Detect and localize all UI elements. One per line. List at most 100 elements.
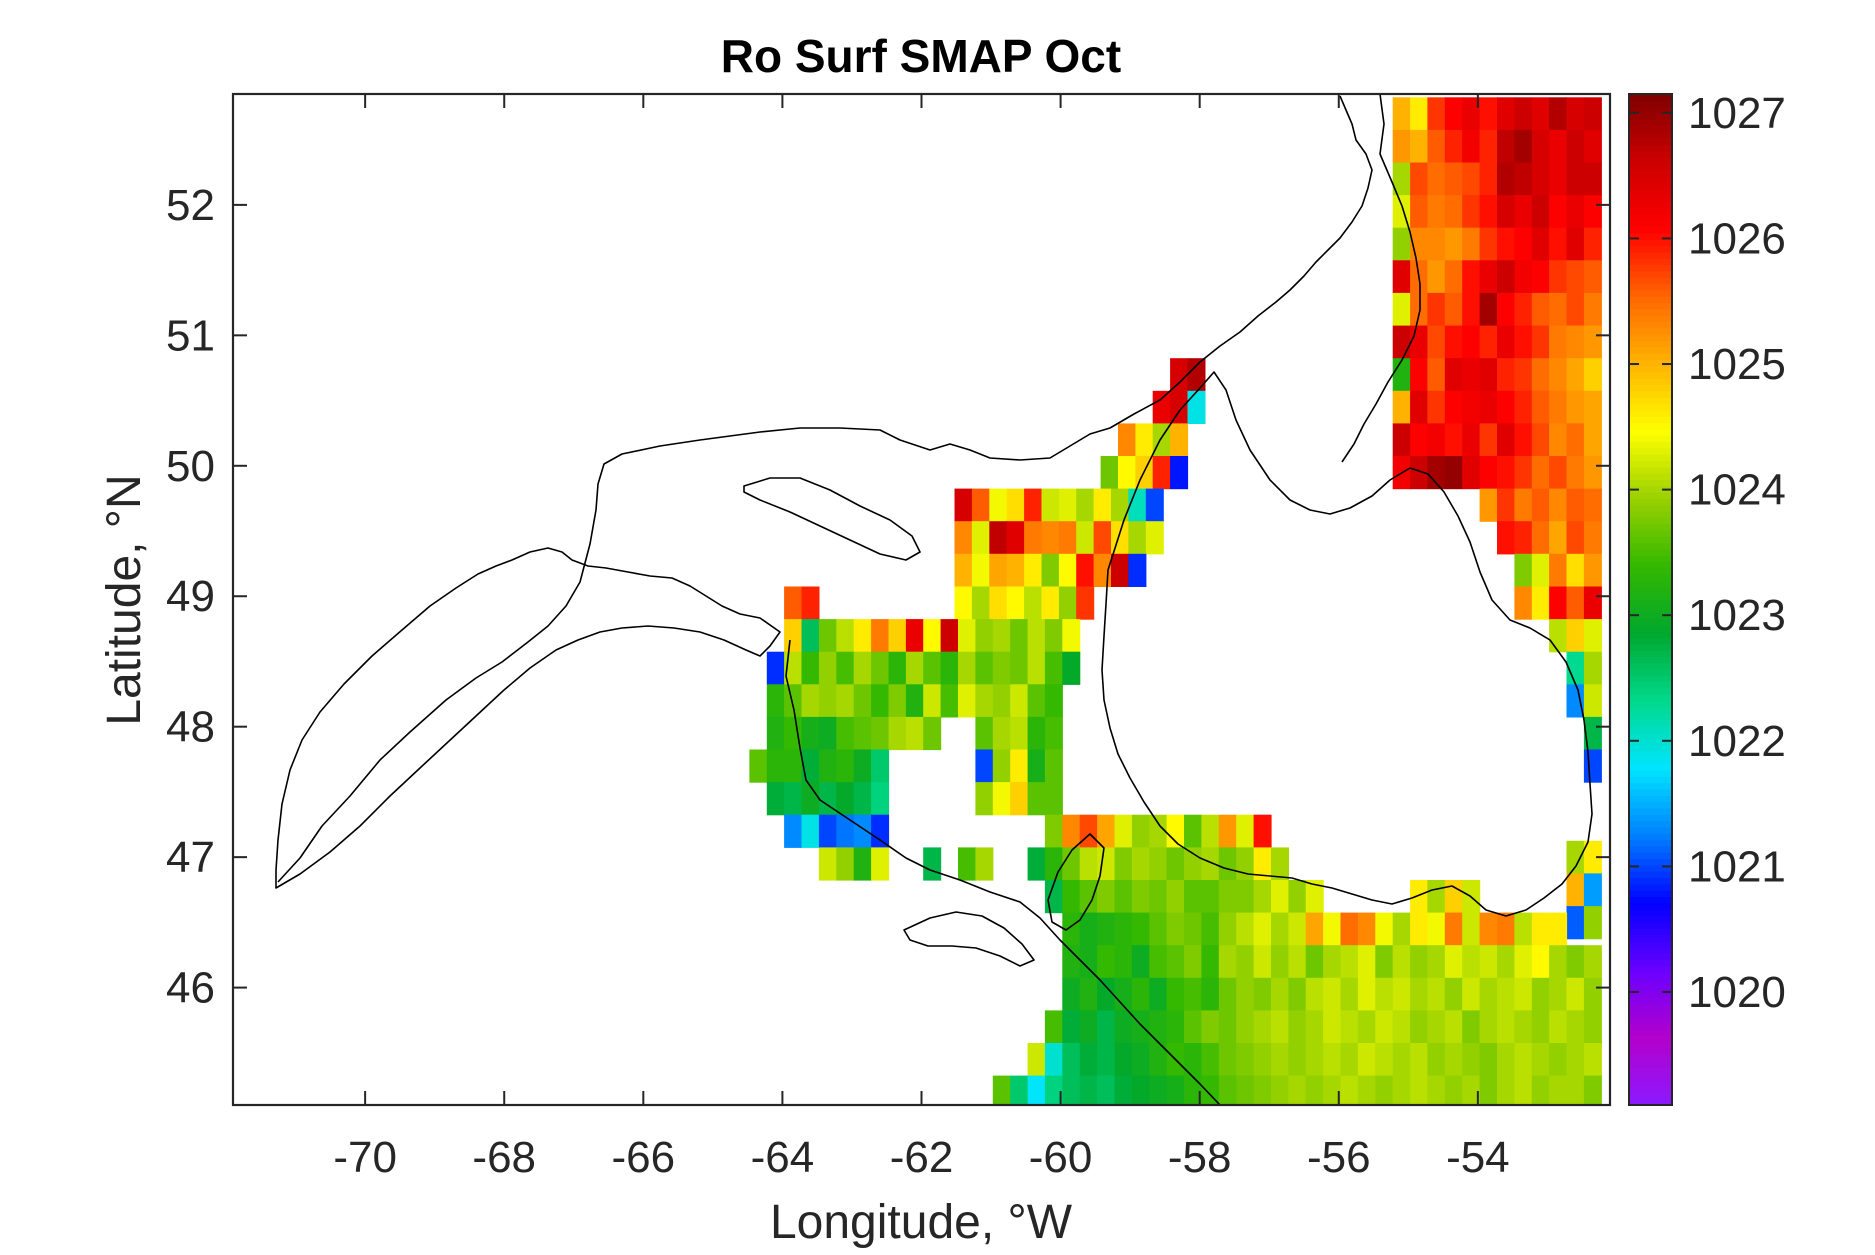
heatmap-cell [1410,423,1429,457]
colorbar-band [1629,100,1672,108]
heatmap-cell [1201,1010,1220,1044]
heatmap-cell [1566,195,1585,229]
heatmap-cell [1583,906,1602,940]
heatmap-cell [1128,521,1147,555]
heatmap-cell [1549,945,1568,979]
heatmap-cell [1479,358,1498,392]
heatmap-cell [1027,749,1046,783]
colorbar-band [1629,1079,1672,1087]
heatmap-cell [1170,423,1189,457]
y-tick-label: 46 [166,964,215,1013]
heatmap-cell [1323,1043,1342,1077]
heatmap-cell [1444,129,1463,164]
heatmap-cell [1201,814,1220,848]
heatmap-cell [818,716,837,751]
heatmap-cell [1427,227,1446,261]
heatmap-cell [958,619,976,653]
colorbar-band [1629,428,1672,436]
colorbar-band [1629,359,1672,367]
heatmap-cell [1479,456,1498,490]
heatmap-cell [971,553,990,587]
heatmap-cell [836,814,855,848]
heatmap-cell [1097,1010,1116,1044]
heatmap-cell [1479,423,1498,457]
heatmap-cell [1392,977,1411,1011]
heatmap-cell [1410,1075,1429,1105]
heatmap-cell [871,684,890,718]
heatmap-cell [1305,1043,1324,1077]
heatmap-cell [1111,488,1129,522]
heatmap-cell [1305,1075,1324,1105]
heatmap-cell [1236,912,1255,946]
colorbar-band [1629,694,1672,702]
heatmap-cell [1531,195,1550,229]
heatmap-cell [1044,651,1063,685]
heatmap-cell [1097,814,1116,848]
heatmap-cell [1097,912,1116,946]
heatmap-cell [1497,977,1515,1011]
colorbar-tick-label: 1027 [1688,89,1786,138]
colorbar-band [1629,681,1672,689]
heatmap-cell [1114,1010,1133,1044]
heatmap-cell [1514,129,1533,164]
colorbar-band [1629,207,1672,215]
heatmap-cell [958,847,976,881]
heatmap-cell [1583,840,1602,874]
heatmap-cell [871,814,890,848]
heatmap-cell [1444,260,1463,294]
heatmap-cell [1097,1043,1116,1077]
heatmap-cell [1479,162,1498,196]
colorbar-band [1629,435,1672,443]
heatmap-cell [1236,814,1255,848]
heatmap-cell [1427,880,1446,914]
heatmap-cell [1583,651,1602,685]
heatmap-cell [1288,1075,1307,1105]
coastline-labrador-coast [1341,94,1421,463]
heatmap-cell [1583,292,1602,327]
heatmap-cell [989,586,1008,620]
heatmap-cell [1079,912,1098,946]
heatmap-cell [954,488,973,522]
heatmap-cell [1583,456,1602,490]
coastline-quebec-north-shore [277,95,1373,883]
colorbar-band [1629,826,1672,834]
heatmap-cell [1444,423,1463,457]
heatmap-cell [1479,227,1498,261]
heatmap-cell [801,586,820,620]
heatmap-cell [1514,1075,1533,1105]
heatmap-cell [940,684,959,718]
heatmap-cell [905,716,924,751]
colorbar-band [1629,858,1672,866]
colorbar-band [1629,789,1672,796]
heatmap-cell [1114,880,1133,914]
heatmap-cell [1010,684,1029,718]
colorbar-band [1629,801,1672,809]
heatmap-cell [1170,456,1189,490]
colorbar-band [1629,890,1672,897]
heatmap-cell [923,651,942,685]
colorbar-band [1629,940,1672,948]
heatmap-cell [1583,325,1602,359]
heatmap-cell [1479,912,1498,946]
colorbar-band [1629,605,1672,613]
x-tick-label: -58 [1168,1133,1232,1182]
heatmap-cell [1566,1043,1585,1077]
heatmap-cell [1357,1043,1376,1077]
colorbar-band [1629,877,1672,885]
heatmap-cell [1024,553,1043,587]
heatmap-cell [1479,195,1498,229]
heatmap-cell [1583,195,1602,229]
heatmap-cell [1514,97,1533,131]
heatmap-cell [1444,1010,1463,1044]
heatmap-cell [1497,358,1515,392]
heatmap-cell [784,716,803,751]
heatmap-cell [1566,227,1585,261]
heatmap-cell [1444,912,1463,946]
colorbar-band [1629,972,1672,980]
heatmap-cell [1583,1075,1602,1105]
heatmap-cell [1145,521,1164,555]
heatmap-cell [1497,292,1515,327]
heatmap-cell [1118,423,1136,457]
heatmap-cell [1340,977,1359,1011]
colorbar-band [1629,454,1672,461]
